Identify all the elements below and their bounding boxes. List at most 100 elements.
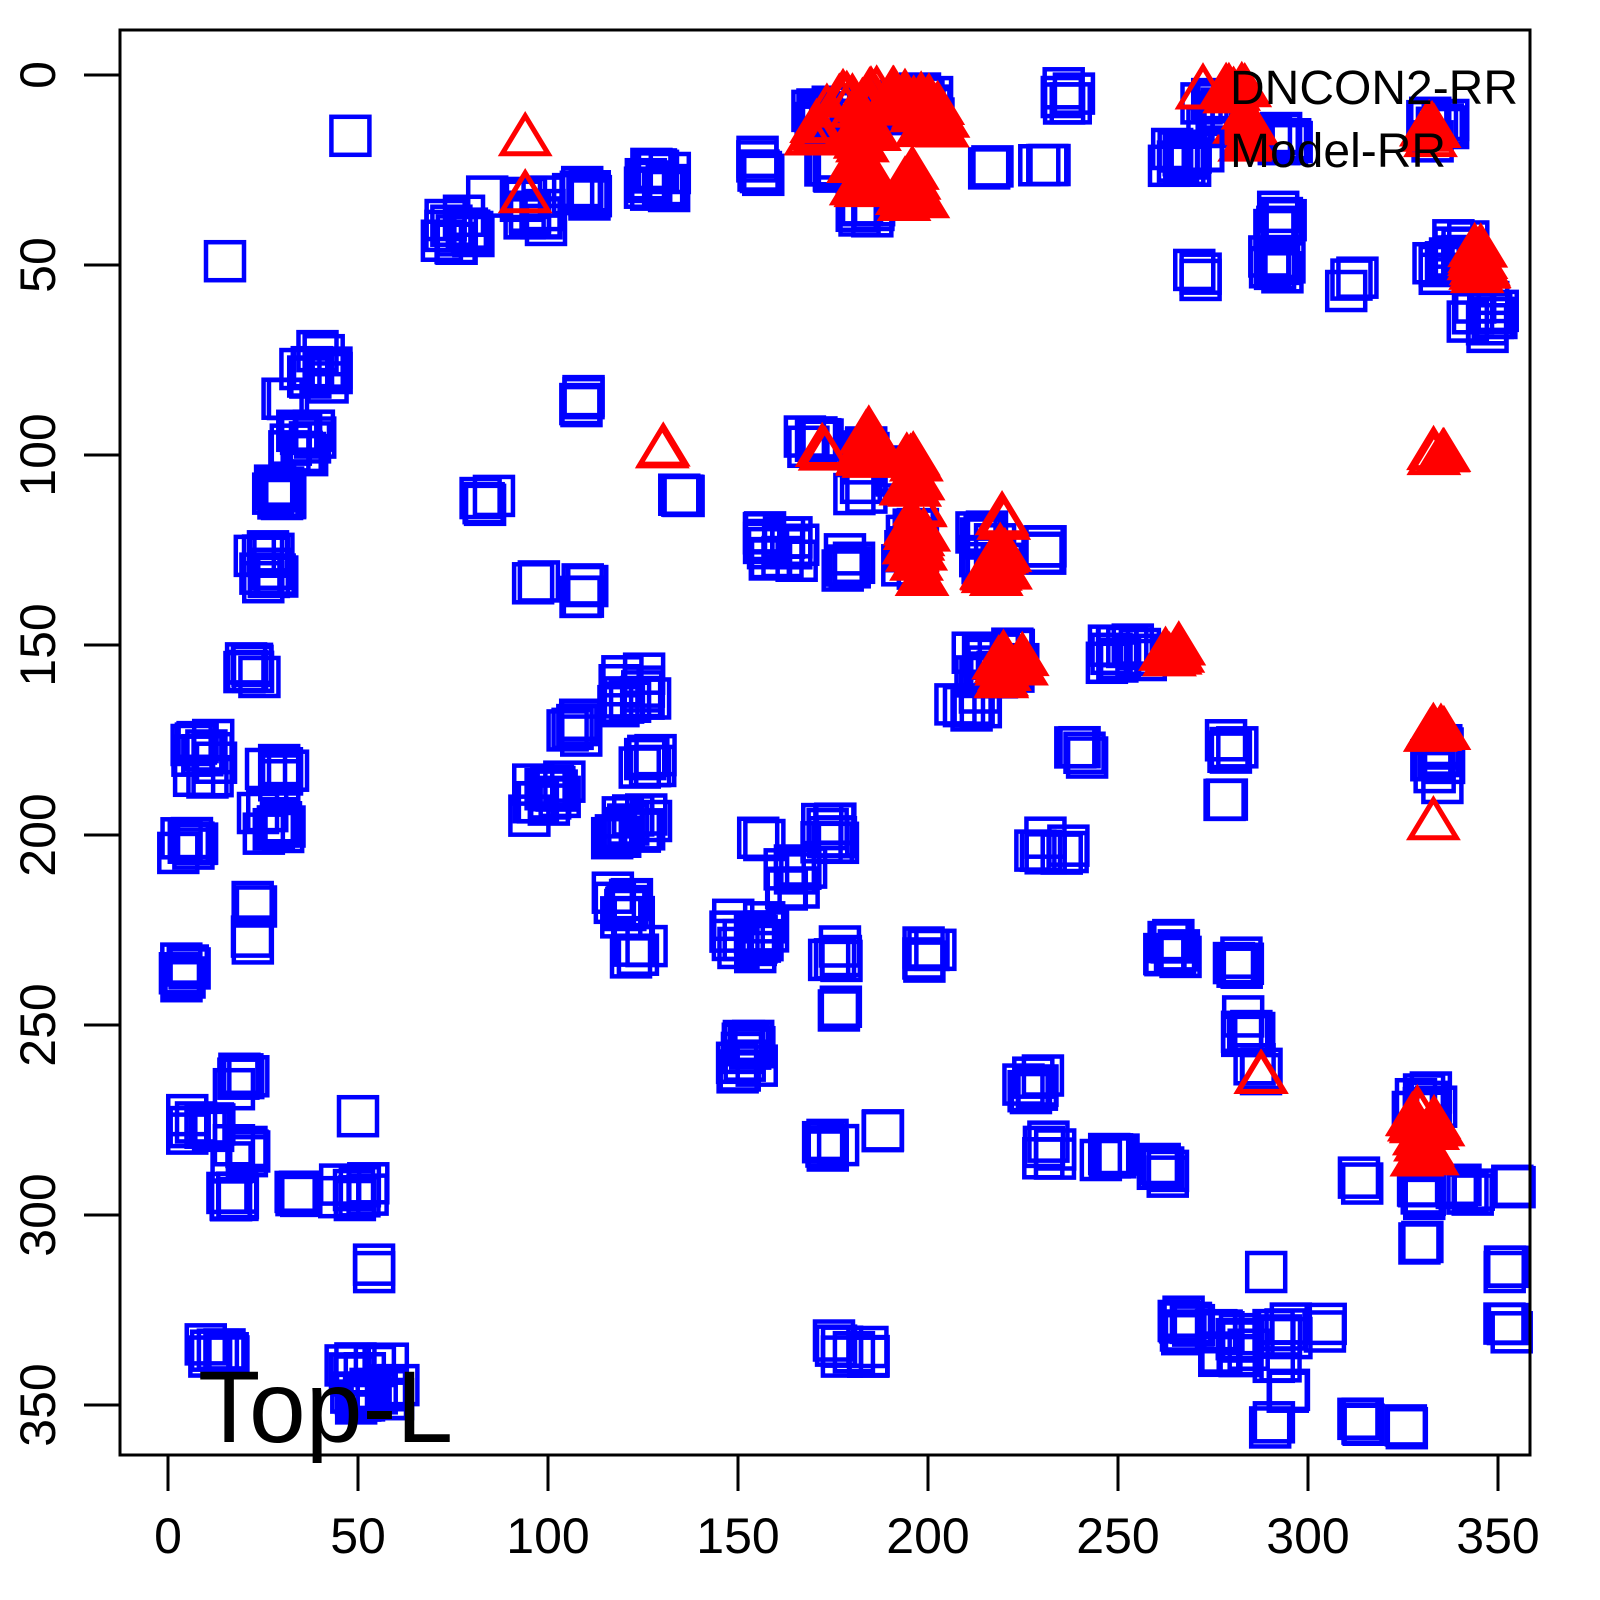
- model-rr-point: [206, 1332, 249, 1375]
- model-rr-point: [336, 1094, 380, 1138]
- model-rr-point: [1303, 1310, 1347, 1353]
- model-rr-point: [861, 1109, 904, 1153]
- model-rr-point: [292, 409, 336, 452]
- model-rr-point: [1221, 942, 1265, 986]
- model-rr-point: [934, 683, 977, 726]
- model-rr-point: [1146, 1149, 1190, 1193]
- model-rr-point: [185, 729, 228, 772]
- y-axis-tick-label: 250: [10, 983, 66, 1066]
- model-rr-point: [623, 737, 667, 781]
- model-rr-point: [1248, 1406, 1292, 1449]
- model-rr-point: [914, 928, 957, 972]
- model-rr-point: [1015, 1068, 1059, 1111]
- y-axis-tick-label: 50: [10, 237, 66, 293]
- dncon2-rr-point: [971, 529, 1027, 575]
- dncon2-rr-point: [865, 64, 921, 110]
- dncon2-rr-point: [1233, 1048, 1289, 1094]
- model-rr-point: [622, 808, 666, 851]
- model-rr-point: [560, 384, 603, 428]
- model-rr-point: [252, 807, 296, 851]
- model-rr-point: [1040, 75, 1084, 119]
- model-rr-point: [736, 140, 779, 183]
- model-rr-point: [1009, 1071, 1053, 1115]
- dncon2-rr-point: [974, 651, 1030, 697]
- model-rr-point: [821, 549, 864, 592]
- model-rr-point: [765, 868, 809, 911]
- model-rr-point: [736, 816, 780, 860]
- model-rr-point: [1026, 143, 1069, 187]
- model-rr-point: [424, 209, 467, 253]
- model-rr-point: [902, 926, 945, 969]
- model-rr-point: [227, 1055, 270, 1098]
- model-rr-point: [1047, 824, 1090, 867]
- model-rr-point: [742, 521, 786, 565]
- model-rr-point: [1398, 1222, 1441, 1265]
- model-rr-point: [832, 1330, 876, 1374]
- model-rr-point: [347, 1162, 390, 1205]
- model-rr-point: [167, 821, 211, 864]
- model-rr-point: [1021, 531, 1064, 575]
- model-rr-point: [163, 956, 206, 999]
- model-rr-point: [1172, 1303, 1216, 1347]
- model-rr-point: [1341, 1397, 1384, 1440]
- model-rr-point: [259, 800, 303, 844]
- model-rr-point: [238, 655, 281, 699]
- model-rr-point: [508, 794, 551, 837]
- model-rr-point: [196, 1328, 240, 1371]
- model-rr-point: [806, 1129, 850, 1172]
- model-rr-point: [333, 1178, 377, 1222]
- model-rr-point: [435, 222, 478, 266]
- model-rr-point: [225, 649, 269, 693]
- model-rr-point: [1256, 190, 1300, 234]
- model-rr-point: [1336, 256, 1379, 299]
- axes-layer: 0 50 100 150 200 250 300 350 0 50 100 150 200 250 300 3…: [10, 61, 1540, 1564]
- model-rr-point: [1079, 1138, 1123, 1182]
- model-rr-point: [216, 1178, 259, 1222]
- model-rr-point: [1263, 241, 1306, 284]
- legend-label-dncon2: DNCON2-RR: [1230, 62, 1518, 115]
- model-rr-point: [168, 947, 211, 990]
- model-rr-point: [266, 377, 310, 421]
- model-rr-point: [371, 1377, 415, 1421]
- legend-label-model: Model-RR: [1230, 125, 1446, 178]
- legend-dncon2-triangle-icon: [1174, 62, 1232, 110]
- dncon2-rr-point: [793, 107, 849, 154]
- model-rr-point: [420, 219, 464, 262]
- model-rr-point: [160, 959, 203, 1003]
- model-rr-point: [233, 534, 277, 578]
- model-rr-point: [645, 167, 688, 211]
- model-rr-point: [259, 469, 302, 513]
- model-rr-point: [1063, 731, 1106, 775]
- dncon2-rr-point: [1448, 244, 1504, 290]
- x-axis-tick-label: 100: [506, 1508, 589, 1564]
- model-rr-point: [203, 239, 247, 283]
- model-rr-point: [601, 655, 644, 698]
- model-rr-point: [819, 934, 863, 978]
- dncon2-rr-point: [1401, 98, 1457, 145]
- model-rr-point: [1093, 1136, 1137, 1179]
- model-rr-point: [1413, 750, 1456, 794]
- dncon2-rr-point: [891, 524, 947, 570]
- model-rr-point: [1052, 72, 1096, 115]
- model-rr-point: [1204, 719, 1248, 762]
- model-rr-point: [551, 707, 594, 751]
- model-rr-point: [971, 145, 1014, 188]
- model-rr-point: [820, 1335, 864, 1378]
- model-rr-point: [1248, 246, 1292, 289]
- model-rr-point: [806, 807, 849, 851]
- model-rr-point: [1143, 932, 1186, 976]
- legend-model-square-icon: [1181, 129, 1225, 173]
- dncon2-rr-point: [497, 167, 553, 214]
- model-rr-point: [816, 1123, 860, 1167]
- model-rr-point: [1157, 929, 1201, 972]
- model-rr-point: [1253, 1316, 1296, 1359]
- model-rr-point: [261, 466, 305, 509]
- model-rr-point: [170, 723, 213, 767]
- dncon2-rr-point: [835, 429, 890, 475]
- dncon2-rr-point: [1416, 704, 1472, 751]
- y-axis-tick-label: 300: [10, 1173, 66, 1256]
- model-rr-point: [511, 763, 555, 806]
- model-rr-point: [773, 844, 817, 887]
- model-rr-point: [459, 476, 502, 520]
